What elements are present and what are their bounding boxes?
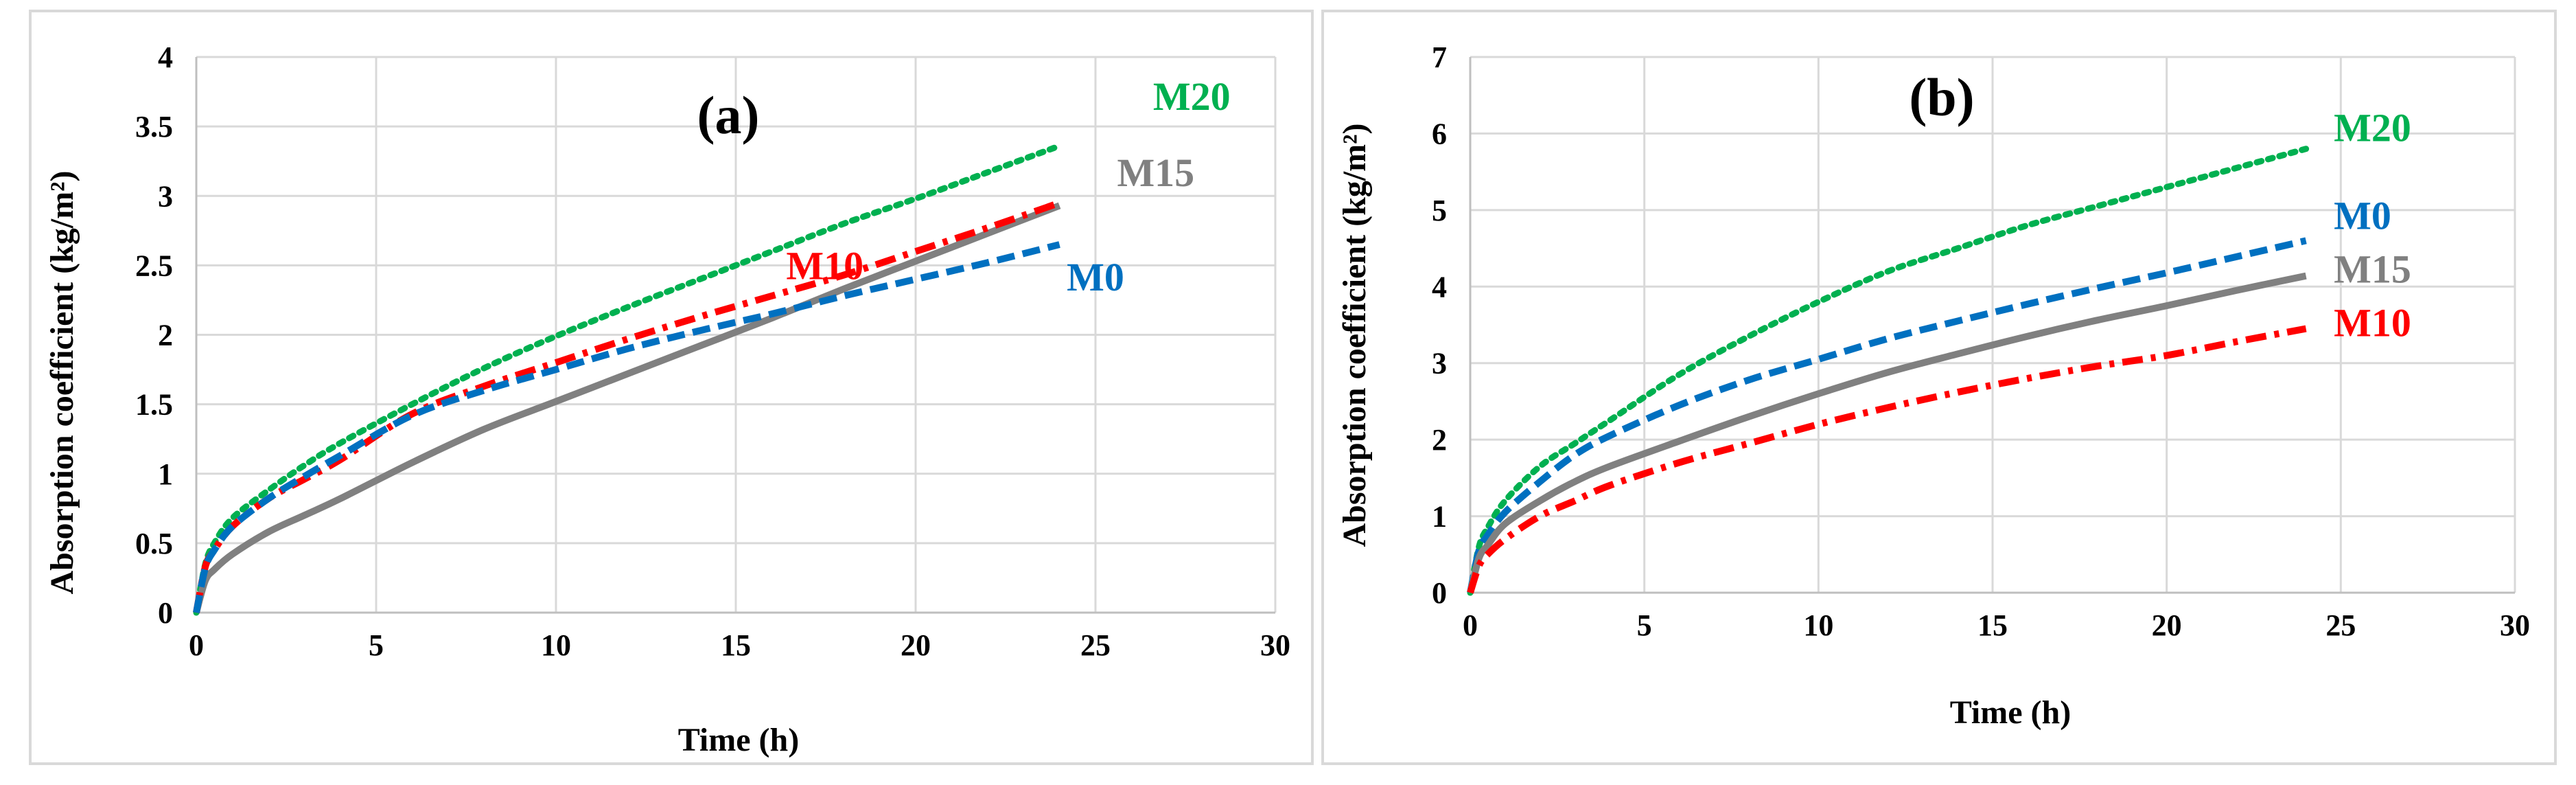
series-line-m15 xyxy=(193,202,1061,614)
series-line-m10 xyxy=(193,199,1061,613)
y-tick-labels: 0 1 2 3 4 5 6 7 xyxy=(1432,41,1447,610)
y-tick-label: 4 xyxy=(1432,270,1447,304)
chart-panel-b: 0 5 10 15 20 25 30 0 1 2 3 4 5 6 7 M20 M0 M15 M10 (b) Ti… xyxy=(1321,10,2557,765)
x-axis-label: Time (h) xyxy=(1950,694,2071,731)
x-tick-label: 30 xyxy=(1260,628,1290,662)
y-tick-label: 3 xyxy=(1432,347,1447,380)
y-tick-label: 0.5 xyxy=(135,527,173,560)
panel-label: (b) xyxy=(1909,67,1974,127)
y-tick-label: 6 xyxy=(1432,117,1447,150)
y-tick-labels: 0 0.5 1 1.5 2 2.5 3 3.5 4 xyxy=(135,41,173,630)
x-tick-label: 10 xyxy=(541,628,571,662)
y-axis-label: Absorption coefficient (kg/m²) xyxy=(44,171,80,595)
series-line-m20 xyxy=(1467,146,2310,596)
y-tick-label: 3 xyxy=(158,179,173,213)
x-tick-label: 30 xyxy=(2500,608,2530,642)
y-tick-label: 2 xyxy=(158,319,173,352)
x-tick-label: 0 xyxy=(189,628,204,662)
y-tick-label: 1.5 xyxy=(135,388,173,422)
x-tick-labels: 0 5 10 15 20 25 30 xyxy=(189,628,1290,662)
series-line-m0 xyxy=(1467,237,2307,594)
series-label-m0: M0 xyxy=(2334,194,2391,238)
plot-series xyxy=(1467,146,2310,596)
x-tick-label: 0 xyxy=(1463,608,1478,642)
y-tick-label: 2.5 xyxy=(135,249,173,282)
chart-b-svg: 0 5 10 15 20 25 30 0 1 2 3 4 5 6 7 M20 M0 M15 M10 (b) Ti… xyxy=(1336,41,2530,731)
series-line-m0 xyxy=(193,241,1060,613)
y-tick-label: 3.5 xyxy=(135,110,173,144)
series-label-m10: M10 xyxy=(2334,301,2411,345)
grid-lines xyxy=(195,56,1277,614)
series-line-m20 xyxy=(193,142,1063,616)
y-tick-label: 4 xyxy=(158,41,173,74)
x-tick-label: 10 xyxy=(1803,608,1833,642)
y-axis-label: Absorption coefficient (kg/m²) xyxy=(1336,124,1373,547)
y-tick-label: 1 xyxy=(158,457,173,491)
x-tick-label: 15 xyxy=(1977,608,2008,642)
x-tick-labels: 0 5 10 15 20 25 30 xyxy=(1463,608,2530,642)
x-tick-label: 25 xyxy=(2325,608,2356,642)
series-label-m10: M10 xyxy=(786,244,863,288)
x-tick-label: 5 xyxy=(369,628,384,662)
series-label-m0: M0 xyxy=(1067,255,1124,299)
panel-label: (a) xyxy=(697,85,760,145)
y-tick-label: 1 xyxy=(1432,500,1447,534)
x-tick-label: 25 xyxy=(1080,628,1111,662)
y-tick-label: 2 xyxy=(1432,423,1447,457)
y-tick-label: 0 xyxy=(158,596,173,630)
x-axis-label: Time (h) xyxy=(678,722,799,758)
x-tick-label: 20 xyxy=(901,628,931,662)
series-label-m15: M15 xyxy=(1117,150,1194,195)
chart-panel-a: 0 5 10 15 20 25 30 0 0.5 1 1.5 2 2.5 3 3.5 4 M20 M15 M10… xyxy=(29,10,1314,765)
series-annotations: M20 M15 M10 M0 xyxy=(786,74,1230,299)
plot-series xyxy=(193,142,1063,616)
y-tick-label: 7 xyxy=(1432,41,1447,74)
x-tick-label: 15 xyxy=(721,628,751,662)
series-annotations: M20 M0 M15 M10 xyxy=(2334,106,2411,345)
series-label-m20: M20 xyxy=(2334,106,2411,150)
x-tick-label: 20 xyxy=(2152,608,2182,642)
chart-a-svg: 0 5 10 15 20 25 30 0 0.5 1 1.5 2 2.5 3 3.5 4 M20 M15 M10… xyxy=(44,41,1290,758)
y-tick-label: 0 xyxy=(1432,576,1447,610)
series-label-m15: M15 xyxy=(2334,247,2411,292)
x-tick-label: 5 xyxy=(1637,608,1652,642)
series-line-m10 xyxy=(1467,325,2307,594)
series-label-m20: M20 xyxy=(1153,74,1231,119)
series-line-m15 xyxy=(1467,272,2307,594)
y-tick-label: 5 xyxy=(1432,194,1447,227)
grid-lines xyxy=(1469,56,2516,594)
